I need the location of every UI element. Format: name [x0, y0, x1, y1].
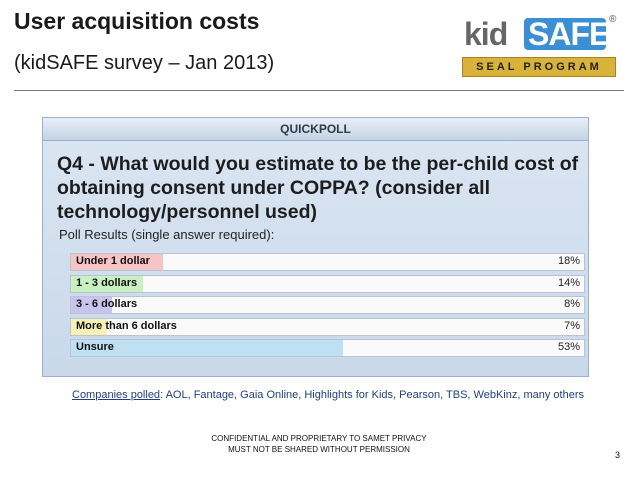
slide-title: User acquisition costs	[14, 8, 260, 34]
poll-results-label: Poll Results (single answer required):	[59, 227, 275, 242]
page-number: 3	[615, 450, 621, 460]
logo-safe-box	[524, 18, 606, 50]
poll-result-bar	[71, 275, 143, 292]
quickpoll-header-text: QUICKPOLL	[280, 122, 351, 136]
poll-result-label: Under 1 dollar	[76, 255, 150, 267]
poll-result-percent: 18%	[557, 255, 580, 267]
companies-polled-list: : AOL, Fantage, Gaia Online, Highlights …	[160, 389, 584, 401]
poll-result-label: More than 6 dollars	[76, 319, 177, 332]
poll-result-row: More than 6 dollars 7%	[70, 317, 585, 336]
kidsafe-logo: kid SAFE ® SEAL PROGRAM	[458, 14, 620, 78]
poll-result-row: Under 1 dollar 18%	[70, 253, 585, 271]
poll-question: Q4 - What would you estimate to be the p…	[57, 153, 579, 223]
confidential-notice: CONFIDENTIAL AND PROPRIETARY TO SAMET PR…	[0, 433, 638, 455]
poll-result-row: 3 - 6 dollars 8%	[70, 296, 585, 314]
logo-seal-band: SEAL PROGRAM	[462, 57, 616, 77]
quickpoll-header: QUICKPOLL	[43, 118, 588, 141]
poll-result-label: 1 - 3 dollars	[76, 276, 138, 289]
companies-polled: Companies polled: AOL, Fantage, Gaia Onl…	[72, 389, 584, 401]
confidential-line-2: MUST NOT BE SHARED WITHOUT PERMISSION	[228, 445, 410, 454]
companies-polled-link[interactable]: Companies polled	[72, 389, 161, 401]
logo-kid-text: kid	[464, 16, 508, 52]
confidential-line-1: CONFIDENTIAL AND PROPRIETARY TO SAMET PR…	[211, 434, 427, 443]
poll-result-percent: 53%	[557, 341, 580, 353]
poll-result-percent: 8%	[564, 298, 580, 310]
poll-result-percent: 14%	[557, 276, 580, 289]
poll-result-label: Unsure	[76, 341, 114, 353]
slide-subtitle: (kidSAFE survey – Jan 2013)	[14, 52, 275, 74]
quickpoll-panel: QUICKPOLL Q4 - What would you estimate t…	[42, 117, 589, 377]
poll-result-bar	[71, 318, 107, 335]
logo-safe-text: SAFE	[528, 16, 610, 52]
poll-result-row: Unsure 53%	[70, 339, 585, 357]
poll-result-bar	[71, 297, 113, 313]
poll-result-bar	[71, 340, 343, 356]
poll-result-row: 1 - 3 dollars 14%	[70, 274, 585, 293]
poll-result-label: 3 - 6 dollars	[76, 298, 138, 310]
title-divider	[14, 90, 624, 91]
registered-mark: ®	[609, 14, 617, 25]
poll-result-bar	[71, 254, 164, 270]
logo-wordmark: kid SAFE ®	[458, 14, 620, 54]
poll-result-percent: 7%	[564, 319, 580, 332]
logo-band-text: SEAL PROGRAM	[476, 61, 602, 73]
